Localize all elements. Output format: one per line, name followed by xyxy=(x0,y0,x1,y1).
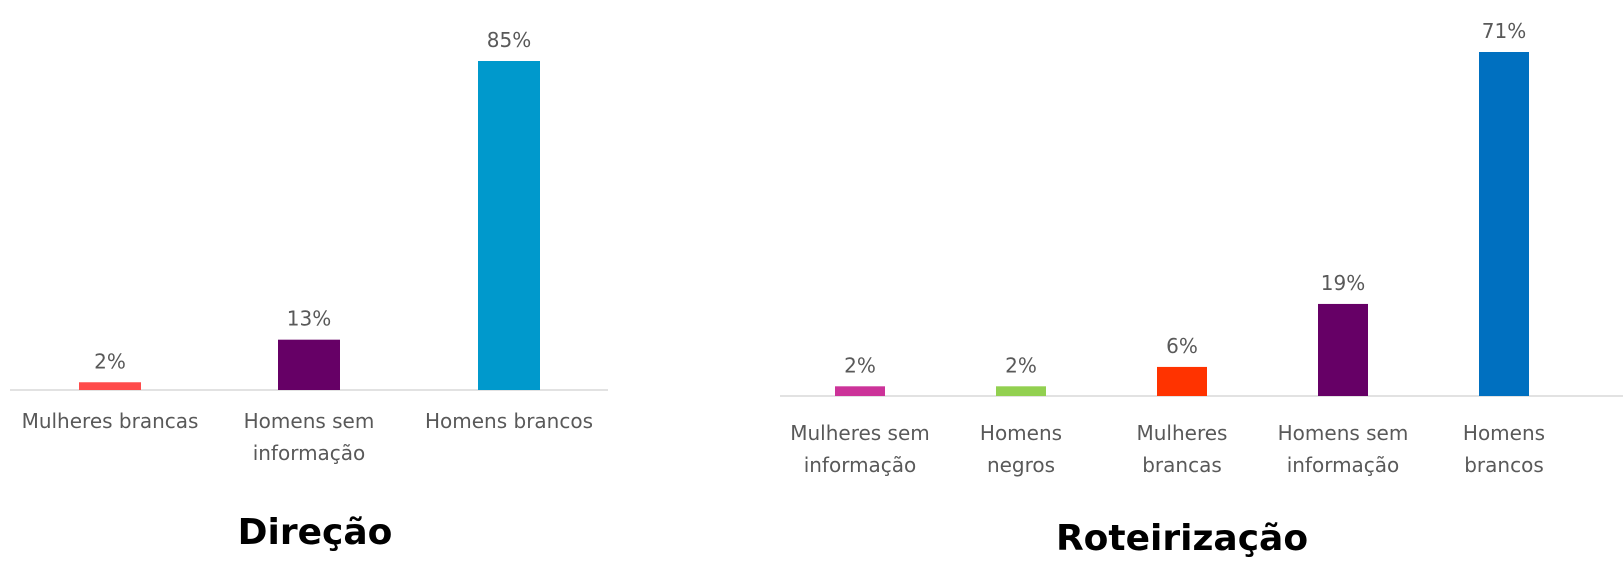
category-tick-label: informação xyxy=(804,453,917,477)
data-label: 71% xyxy=(1482,19,1526,43)
category-tick-label: Homens sem xyxy=(1278,421,1409,445)
data-label: 2% xyxy=(94,349,126,373)
bar xyxy=(1157,366,1207,396)
category-tick-label: informação xyxy=(1287,453,1400,477)
category-tick-label: brancos xyxy=(1464,453,1544,477)
data-label: 2% xyxy=(1005,353,1037,377)
bar xyxy=(1479,52,1529,396)
data-label: 85% xyxy=(487,28,531,52)
category-tick-label: negros xyxy=(987,453,1055,477)
bar xyxy=(835,386,885,396)
data-label: 19% xyxy=(1321,271,1365,295)
category-tick-label: Homens xyxy=(980,421,1062,445)
chart-direcao: 2% Mulheres brancas 13% Homens sem informaçã… xyxy=(10,28,608,553)
category-tick-label: Homens brancos xyxy=(425,409,593,433)
chart-title: Direção xyxy=(238,512,393,553)
chart-title: Roteirização xyxy=(1056,518,1308,559)
category-tick-label: brancas xyxy=(1142,453,1222,477)
chart-roteirizacao: 2% Mulheres sem informação 2% Homens negros 6%… xyxy=(780,19,1623,559)
category-tick-label: Mulheres brancas xyxy=(22,409,199,433)
bar xyxy=(278,339,340,390)
bar xyxy=(996,386,1046,396)
category-tick-label: Mulheres sem xyxy=(790,421,930,445)
bar xyxy=(1318,303,1368,396)
bar xyxy=(478,61,540,390)
category-tick-label: Homens sem xyxy=(244,409,375,433)
category-tick-label: Homens xyxy=(1463,421,1545,445)
data-label: 6% xyxy=(1166,334,1198,358)
category-tick-label: informação xyxy=(253,441,366,465)
data-label: 13% xyxy=(287,307,331,331)
bar xyxy=(79,382,141,390)
category-tick-label: Mulheres xyxy=(1137,421,1228,445)
data-label: 2% xyxy=(844,353,876,377)
